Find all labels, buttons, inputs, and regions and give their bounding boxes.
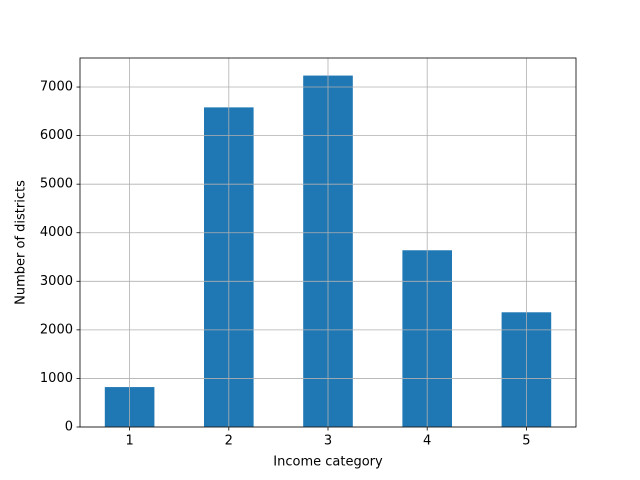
y-axis-label: Number of districts — [14, 180, 29, 305]
y-tick-label: 2000 — [40, 322, 73, 337]
x-axis-label: Income category — [273, 455, 383, 470]
plot-frame — [79, 57, 577, 428]
y-tick-label: 4000 — [40, 225, 73, 240]
x-tick-label: 3 — [324, 434, 332, 449]
y-tick-label: 6000 — [40, 128, 73, 143]
y-tick-label: 7000 — [40, 80, 73, 95]
x-tick-label: 2 — [225, 434, 233, 449]
x-tick-label: 1 — [125, 434, 133, 449]
x-tick-label: 5 — [522, 434, 530, 449]
y-tick-label: 0 — [65, 420, 73, 435]
y-tick-label: 1000 — [40, 371, 73, 386]
x-tick-label: 4 — [423, 434, 431, 449]
y-tick-label: 5000 — [40, 177, 73, 192]
y-tick-label: 3000 — [40, 274, 73, 289]
